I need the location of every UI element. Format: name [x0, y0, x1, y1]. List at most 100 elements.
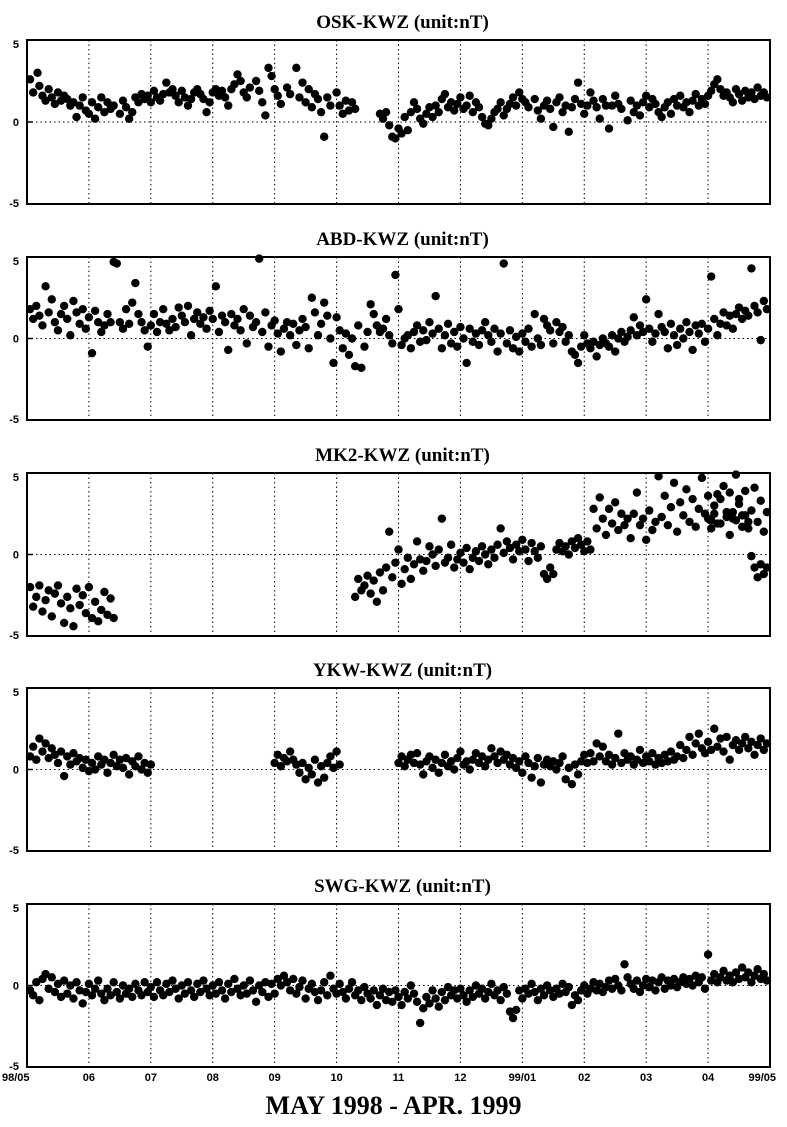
data-point — [97, 989, 106, 998]
data-point — [313, 778, 323, 787]
data-point — [332, 313, 341, 322]
data-point — [623, 332, 632, 342]
data-point — [586, 88, 595, 97]
data-point — [453, 994, 462, 1003]
data-point — [443, 553, 453, 562]
data-point — [35, 995, 44, 1005]
data-point — [682, 485, 691, 494]
data-point — [688, 750, 697, 760]
data-point — [38, 607, 47, 616]
data-point — [536, 340, 546, 350]
data-point — [422, 109, 431, 119]
data-point — [759, 569, 769, 579]
data-point — [710, 501, 719, 510]
data-point — [666, 747, 676, 756]
data-point — [614, 729, 623, 738]
data-point — [542, 96, 552, 105]
data-point — [44, 753, 53, 763]
data-point — [703, 491, 713, 501]
data-point — [527, 979, 536, 989]
data-point — [468, 553, 477, 562]
data-point — [583, 101, 592, 110]
data-point — [230, 80, 239, 89]
data-point — [490, 752, 499, 761]
data-point — [279, 324, 289, 333]
data-point — [685, 517, 694, 527]
data-point — [103, 610, 112, 620]
data-point — [347, 98, 357, 107]
data-point — [490, 324, 499, 333]
data-point — [354, 321, 363, 330]
data-point — [134, 752, 143, 761]
data-point — [217, 986, 227, 995]
data-point — [298, 78, 307, 87]
data-point — [329, 358, 338, 368]
data-point — [638, 98, 648, 107]
data-point — [239, 981, 248, 990]
data-point — [549, 569, 558, 579]
data-point — [459, 558, 468, 567]
data-point — [734, 745, 744, 755]
data-point — [44, 984, 53, 993]
data-point — [69, 98, 78, 107]
data-point — [561, 337, 570, 346]
data-point — [276, 99, 286, 109]
data-point — [400, 762, 409, 771]
data-point — [623, 514, 632, 523]
data-point — [453, 555, 462, 564]
data-point — [242, 93, 252, 102]
data-point — [180, 318, 190, 327]
data-point — [66, 331, 75, 340]
data-point — [570, 94, 580, 104]
data-point — [521, 545, 530, 554]
data-point — [403, 126, 412, 135]
data-point — [502, 537, 512, 546]
data-point — [177, 311, 186, 320]
data-point — [378, 586, 388, 595]
data-point — [134, 309, 143, 319]
data-point — [629, 107, 638, 117]
data-point — [508, 1013, 518, 1023]
data-point — [143, 91, 152, 100]
data-point — [344, 350, 354, 359]
data-point — [496, 329, 505, 338]
data-point — [409, 327, 419, 337]
panel-title: YKW-KWZ (unit:nT) — [313, 660, 492, 681]
data-point — [487, 545, 496, 554]
data-point — [728, 98, 738, 107]
data-point — [660, 327, 669, 337]
data-point — [731, 735, 741, 745]
data-point — [28, 991, 38, 1000]
data-point — [694, 729, 703, 738]
data-point — [63, 314, 72, 324]
data-point — [744, 311, 753, 320]
data-point — [734, 303, 744, 312]
data-point — [403, 994, 412, 1003]
data-point — [716, 85, 725, 94]
data-point — [81, 987, 91, 997]
data-point — [193, 979, 202, 989]
data-point — [397, 340, 406, 350]
data-point — [450, 327, 459, 337]
y-tick-label: 5 — [13, 903, 19, 915]
data-point — [685, 732, 694, 742]
data-point — [725, 755, 734, 764]
data-point — [589, 337, 598, 346]
data-point — [762, 976, 772, 985]
data-point — [703, 950, 713, 959]
data-point — [183, 101, 193, 110]
data-point — [450, 765, 459, 774]
data-point — [607, 519, 617, 528]
data-point — [202, 984, 211, 993]
data-point — [747, 88, 756, 97]
data-point — [536, 778, 546, 787]
data-point — [261, 111, 270, 120]
data-point — [301, 775, 310, 784]
data-point — [66, 981, 75, 990]
data-point — [205, 306, 214, 315]
data-point — [713, 489, 722, 499]
data-point — [168, 976, 177, 985]
data-point — [251, 318, 261, 327]
data-point — [233, 314, 242, 324]
data-point — [391, 134, 400, 143]
